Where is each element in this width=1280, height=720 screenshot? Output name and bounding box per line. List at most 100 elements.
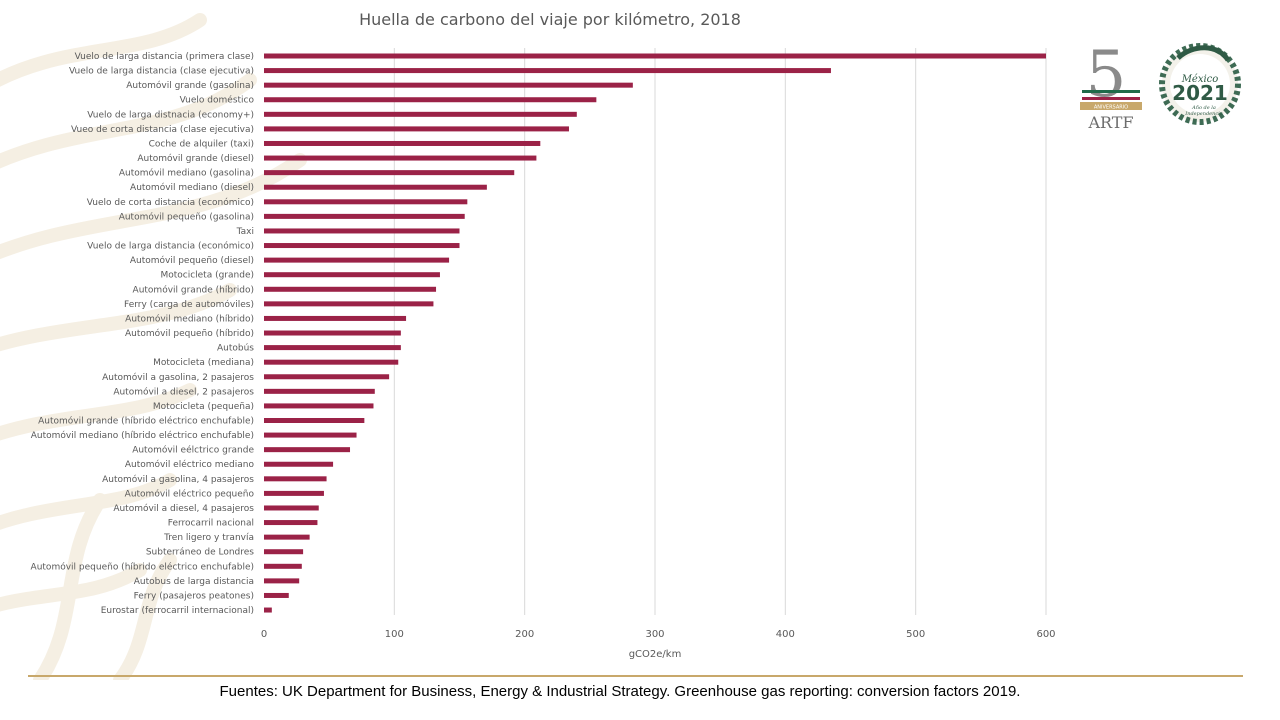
- category-label: Automóvil a diesel, 4 pasajeros: [113, 503, 254, 514]
- bar: [264, 592, 289, 598]
- category-label: Autobús: [217, 344, 254, 354]
- category-label: Vuelo de larga distancia (primera clase): [75, 52, 254, 62]
- bar: [264, 549, 304, 555]
- bar-chart: Vuelo de larga distancia (primera clase)…: [31, 48, 1056, 660]
- bar: [264, 607, 272, 613]
- category-label: Ferry (carga de automóviles): [124, 299, 254, 310]
- bar: [264, 447, 351, 453]
- bar: [264, 286, 437, 292]
- category-label: Vueo de corta distancia (clase ejecutiva…: [71, 125, 254, 135]
- category-label: Automóvil eléctrico mediano: [125, 459, 255, 470]
- bar: [264, 126, 569, 132]
- bar: [264, 374, 390, 380]
- category-label: Autobus de larga distancia: [134, 577, 254, 587]
- category-label: Vuelo de larga distnacia (economy+): [87, 110, 254, 120]
- bar: [264, 170, 515, 176]
- x-tick-label: 500: [906, 629, 925, 640]
- category-label: Automóvil a diesel, 2 pasajeros: [113, 386, 254, 397]
- bar: [264, 578, 300, 584]
- bar: [264, 403, 374, 409]
- category-label: Ferry (pasajeros peatones): [134, 591, 254, 601]
- category-label: Motocicleta (grande): [160, 271, 254, 281]
- x-tick-label: 300: [645, 629, 664, 640]
- category-label: Coche de alquiler (taxi): [149, 139, 254, 149]
- bar: [264, 432, 357, 438]
- bar: [264, 213, 465, 219]
- category-label: Automóvil eélctrico grande: [132, 445, 254, 456]
- category-label: Automóvil a gasolina, 4 pasajeros: [102, 474, 254, 485]
- category-label: Subterráneo de Londres: [146, 548, 254, 558]
- bar: [264, 53, 1046, 59]
- category-label: Automóvil mediano (gasolina): [119, 168, 254, 179]
- bar: [264, 388, 375, 394]
- mexico-logo-line4: Independencia: [1184, 111, 1223, 117]
- category-label: Eurostar (ferrocarril internacional): [101, 606, 254, 616]
- bar: [264, 257, 450, 263]
- category-label: Automóvil grande (híbrido eléctrico ench…: [38, 416, 254, 427]
- bar: [264, 534, 310, 540]
- mexico-logo-line3: Año de la: [1191, 104, 1216, 111]
- grid-lines: [393, 48, 1047, 615]
- category-label: Automóvil pequeño (gasolina): [119, 211, 254, 222]
- bar: [264, 155, 537, 161]
- background-pattern: [0, 13, 307, 680]
- x-axis-ticks: 0 100 200 300 400 500 600: [261, 629, 1056, 640]
- category-label: Automóvil mediano (híbrido): [125, 313, 254, 324]
- bar: [264, 228, 460, 234]
- bar: [264, 140, 541, 146]
- x-tick-label: 200: [515, 629, 534, 640]
- x-tick-label: 0: [261, 629, 267, 640]
- bar: [264, 184, 487, 190]
- category-label: Vuelo de corta distancia (económico): [87, 197, 254, 208]
- bar: [264, 345, 401, 351]
- bar: [264, 330, 401, 336]
- mexico-logo-year: 2021: [1172, 81, 1228, 105]
- category-label: Vuelo doméstico: [180, 95, 255, 106]
- bar: [264, 505, 319, 511]
- bar: [264, 82, 633, 88]
- bar: [264, 563, 302, 569]
- category-label: Motocicleta (mediana): [153, 358, 254, 368]
- bar: [264, 461, 334, 467]
- bar: [264, 111, 577, 117]
- bar: [264, 199, 468, 205]
- category-labels: Vuelo de larga distancia (primera clase)…: [31, 52, 255, 616]
- category-label: Automóvil grande (gasolina): [126, 80, 254, 91]
- x-tick-label: 600: [1036, 629, 1055, 640]
- chart-title: Huella de carbono del viaje por kilómetr…: [359, 10, 741, 29]
- bar: [264, 68, 831, 74]
- category-label: Automóvil grande (diesel): [137, 153, 254, 164]
- category-label: Ferrocarril nacional: [168, 519, 254, 529]
- category-label: Automóvil pequeño (híbrido): [125, 328, 254, 339]
- mexico-logo-line1: México: [1181, 74, 1219, 85]
- category-label: Taxi: [236, 227, 254, 237]
- bar: [264, 520, 318, 526]
- bar: [264, 243, 460, 249]
- artf-logo-ribbon: ANIVERSARIO: [1094, 105, 1128, 111]
- bar: [264, 476, 327, 482]
- bar: [264, 359, 399, 365]
- category-label: Motocicleta (pequeña): [153, 402, 254, 412]
- category-label: Vuelo de larga distancia (económico): [87, 241, 254, 252]
- x-tick-label: 400: [776, 629, 795, 640]
- bar: [264, 490, 324, 496]
- category-label: Automóvil mediano (híbrido eléctrico enc…: [31, 430, 254, 441]
- source-footnote: Fuentes: UK Department for Business, Ene…: [219, 683, 1021, 700]
- x-tick-label: 100: [385, 629, 404, 640]
- artf-logo-wordmark: ARTF: [1087, 113, 1133, 132]
- bar: [264, 272, 440, 278]
- category-label: Automóvil a gasolina, 2 pasajeros: [102, 372, 254, 383]
- category-label: Tren ligero y tranvía: [163, 533, 254, 543]
- category-label: Automóvil eléctrico pequeño: [125, 488, 255, 499]
- bar: [264, 315, 407, 321]
- bar: [264, 301, 434, 307]
- x-axis-title: gCO2e/km: [629, 649, 682, 660]
- category-label: Automóvil pequeño (diesel): [130, 255, 254, 266]
- artf-logo-number: 5: [1086, 40, 1127, 112]
- bar: [264, 97, 597, 103]
- artf-logo: 5 ANIVERSARIO ARTF: [1080, 40, 1142, 132]
- bars: [264, 53, 1046, 613]
- mexico-2021-logo: México 2021 Año de la Independencia: [1159, 43, 1241, 125]
- category-label: Automóvil pequeño (híbrido eléctrico enc…: [31, 561, 254, 572]
- category-label: Vuelo de larga distancia (clase ejecutiv…: [69, 67, 254, 77]
